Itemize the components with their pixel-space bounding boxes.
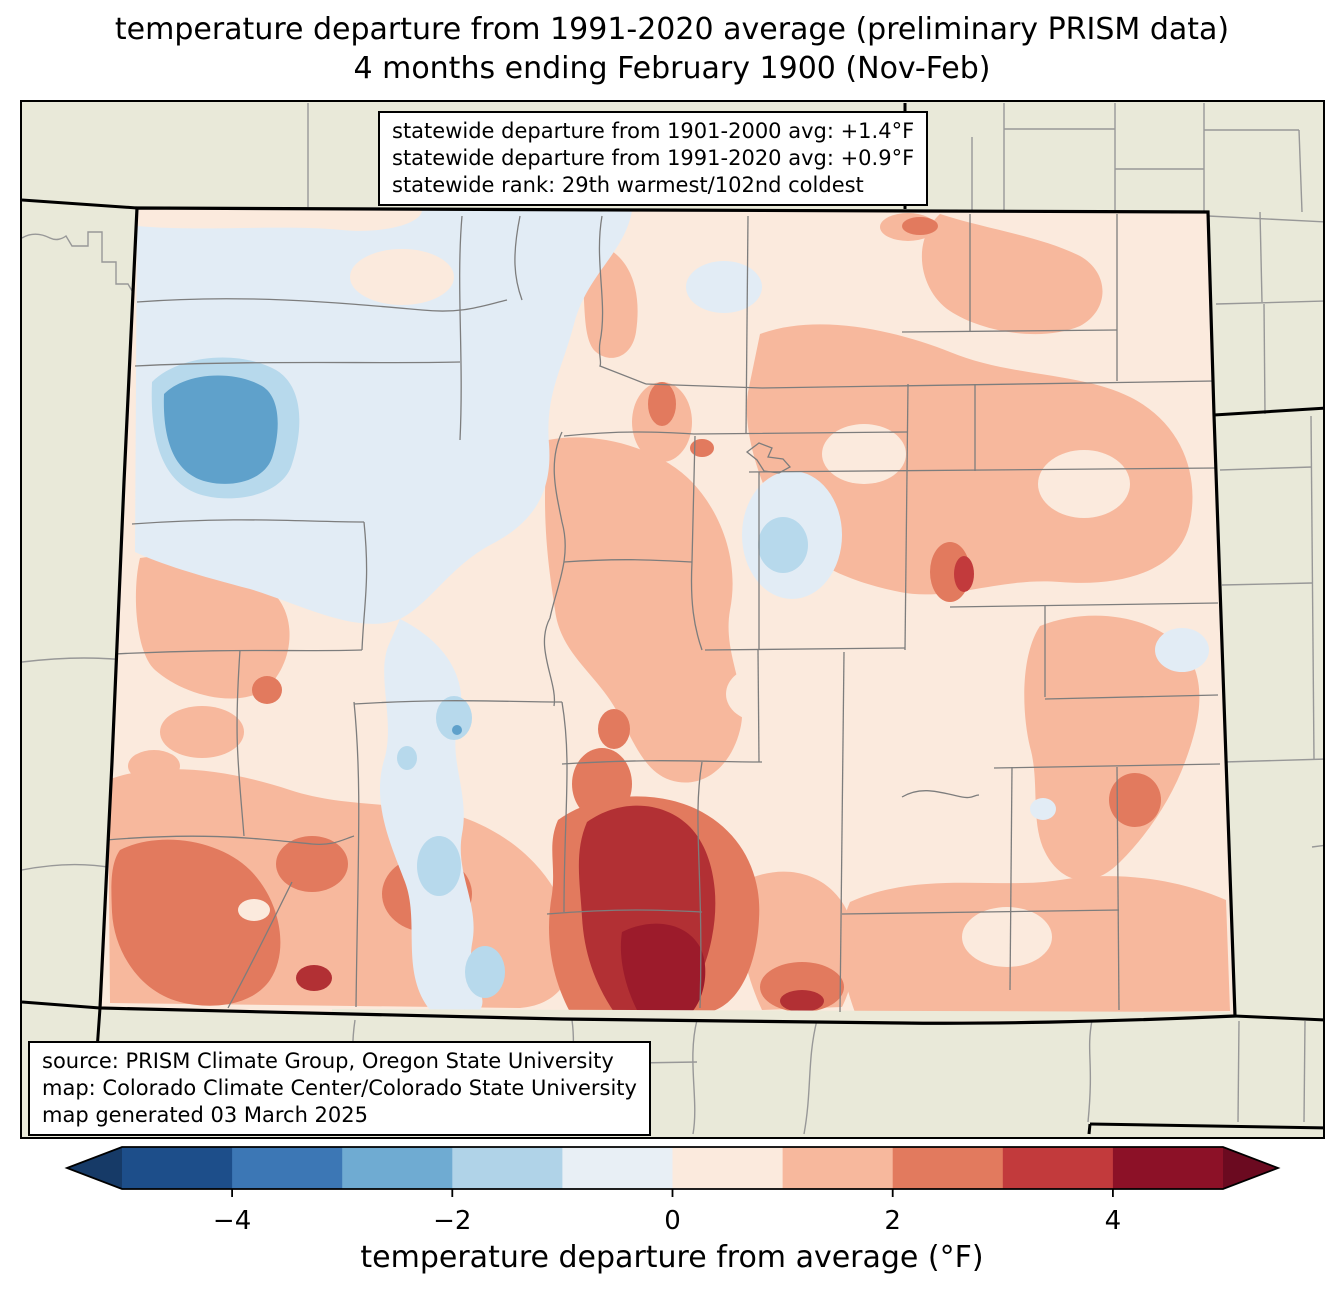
colorbar-tick-label: 4 [1105, 1206, 1122, 1236]
cold-anomaly-core [163, 375, 278, 484]
colorbar-segment [452, 1147, 563, 1189]
colorbar-tick-label: −4 [213, 1206, 251, 1236]
colorado-fill [100, 208, 1235, 1024]
colorbar-over-arrow [1223, 1147, 1278, 1189]
source-credit-box: source: PRISM Climate Group, Oregon Stat… [28, 1041, 651, 1136]
colorbar-segment [562, 1147, 674, 1189]
colorado-anomaly-map [22, 103, 1323, 1135]
statewide-stats-box: statewide departure from 1901-2000 avg: … [378, 111, 929, 206]
colorbar-segment [782, 1147, 894, 1189]
colorbar-tick-label: 2 [884, 1206, 901, 1236]
source-line-3: map generated 03 March 2025 [42, 1103, 369, 1127]
stats-line-2: statewide departure from 1991-2020 avg: … [392, 146, 915, 170]
colorbar-segment [1002, 1147, 1114, 1189]
colorbar-segment [342, 1147, 453, 1189]
colorbar-segment [672, 1147, 784, 1189]
colorbar-segment [122, 1147, 233, 1189]
colorbar: −4 −2 0 2 4 [64, 1146, 1281, 1236]
colorbar-under-arrow [67, 1147, 122, 1189]
colorbar-segment [232, 1147, 343, 1189]
title-line-1: temperature departure from 1991-2020 ave… [114, 12, 1230, 47]
colorbar-segment [1112, 1147, 1224, 1189]
title-line-2: 4 months ending February 1900 (Nov-Feb) [353, 51, 991, 86]
colorbar-outline [64, 1146, 1281, 1190]
colorbar-tick-label: −2 [433, 1206, 471, 1236]
colorado-border [98, 206, 1237, 1025]
county-lines [105, 214, 1221, 1013]
red-spot [954, 556, 974, 592]
source-line-1: source: PRISM Climate Group, Oregon Stat… [42, 1049, 614, 1073]
figure-title: temperature departure from 1991-2020 ave… [0, 10, 1344, 88]
stats-line-3: statewide rank: 29th warmest/102nd colde… [392, 173, 864, 197]
stats-line-1: statewide departure from 1901-2000 avg: … [392, 119, 915, 143]
colorbar-axis-label: temperature departure from average (°F) [360, 1240, 984, 1275]
colorbar-segment [892, 1147, 1004, 1189]
map-panel: statewide departure from 1901-2000 avg: … [20, 100, 1325, 1139]
colorbar-tick-label: 0 [664, 1206, 681, 1236]
source-line-2: map: Colorado Climate Center/Colorado St… [42, 1076, 637, 1100]
